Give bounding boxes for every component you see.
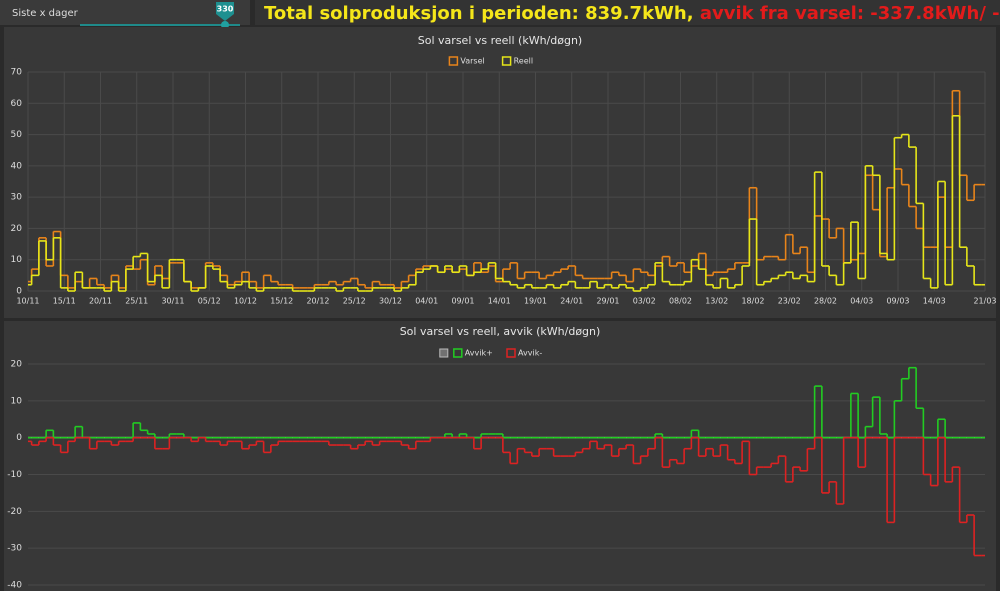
x-tick-label: 20/12: [306, 297, 329, 306]
slider-box: [0, 0, 250, 25]
x-tick-label: 20/11: [89, 297, 112, 306]
y-tick-label: 20: [11, 360, 23, 370]
y-tick-label: -20: [7, 507, 22, 517]
y-tick-label: 50: [11, 130, 23, 140]
y-tick-label: -10: [7, 470, 22, 480]
x-tick-label: 25/12: [343, 297, 366, 306]
total-text: Total solproduksjon i perioden: 839.7kWh…: [264, 3, 694, 24]
y-tick-label: 0: [16, 287, 22, 297]
x-tick-label: 30/11: [161, 297, 184, 306]
panel: [4, 321, 996, 591]
legend-swatch: [506, 348, 516, 358]
y-tick-label: 0: [16, 433, 22, 443]
legend-label: Reell: [514, 57, 534, 66]
x-tick-label: 15/12: [270, 297, 293, 306]
legend-label: Varsel: [460, 57, 484, 66]
x-tick-label: 15/11: [53, 297, 76, 306]
y-tick-label: -40: [7, 581, 22, 591]
x-tick-label: 24/01: [560, 297, 583, 306]
x-tick-label: 09/01: [451, 297, 474, 306]
legend-swatch: [448, 56, 459, 66]
x-tick-label: 09/03: [886, 297, 909, 306]
x-tick-label: 14/03: [923, 297, 946, 306]
x-tick-label: 10/11: [16, 297, 39, 306]
x-tick-label: 30/12: [379, 297, 402, 306]
y-tick-label: 40: [11, 161, 23, 171]
x-tick-label: 25/11: [125, 297, 148, 306]
y-tick-label: 10: [11, 396, 23, 406]
x-tick-label: 13/02: [705, 297, 728, 306]
legend-label: Avvik+: [465, 349, 493, 358]
deviation-text: avvik fra varsel: -337.8kWh/ -40.2%: [700, 3, 1000, 24]
y-tick-label: 70: [11, 68, 23, 78]
y-tick-label: 20: [11, 224, 23, 234]
legend-swatch: [453, 348, 463, 358]
x-tick-label: 23/02: [778, 297, 801, 306]
step-riser: [45, 367, 946, 438]
chart-title: Sol varsel vs reell (kWh/døgn): [418, 34, 582, 47]
x-tick-label: 19/01: [524, 297, 547, 306]
legend-label: Avvik-: [518, 349, 542, 358]
legend-swatch: [501, 56, 512, 66]
x-tick-label: 04/03: [850, 297, 873, 306]
y-tick-label: 60: [11, 99, 23, 109]
legend-swatch: [439, 348, 449, 358]
chart-title: Sol varsel vs reell, avvik (kWh/døgn): [400, 325, 601, 338]
x-tick-label: 10/12: [234, 297, 257, 306]
summary-box: [255, 0, 1000, 25]
slider-value: 330: [217, 5, 234, 14]
x-tick-label: 21/03: [973, 297, 996, 306]
x-tick-label: 04/01: [415, 297, 438, 306]
slider-bubble: [216, 2, 234, 21]
x-tick-label: 18/02: [741, 297, 764, 306]
x-tick-label: 08/02: [669, 297, 692, 306]
slider-label: Siste x dager: [12, 8, 79, 19]
x-tick-label: 29/01: [596, 297, 619, 306]
panel: [4, 27, 996, 318]
x-tick-label: 03/02: [633, 297, 656, 306]
y-tick-label: 30: [11, 193, 23, 203]
x-tick-label: 28/02: [814, 297, 837, 306]
y-tick-label: -30: [7, 544, 22, 554]
y-tick-label: 10: [11, 255, 23, 265]
x-tick-label: 14/01: [488, 297, 511, 306]
summary: Total solproduksjon i perioden: 839.7kWh…: [264, 3, 1000, 24]
x-tick-label: 05/12: [198, 297, 221, 306]
